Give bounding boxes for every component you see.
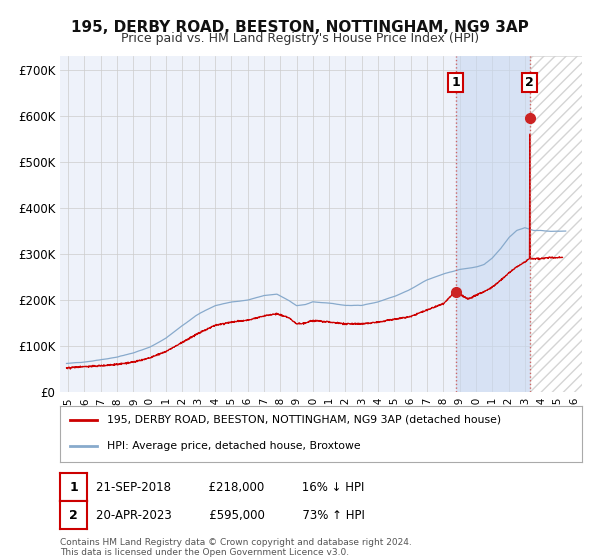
Bar — [530, 56, 582, 392]
Text: 2: 2 — [69, 508, 78, 522]
Bar — [455, 56, 530, 392]
Text: 195, DERBY ROAD, BEESTON, NOTTINGHAM, NG9 3AP: 195, DERBY ROAD, BEESTON, NOTTINGHAM, NG… — [71, 20, 529, 35]
Text: Contains HM Land Registry data © Crown copyright and database right 2024.
This d: Contains HM Land Registry data © Crown c… — [60, 538, 412, 557]
Text: 1: 1 — [69, 480, 78, 494]
Text: 2: 2 — [526, 76, 534, 89]
Text: 195, DERBY ROAD, BEESTON, NOTTINGHAM, NG9 3AP (detached house): 195, DERBY ROAD, BEESTON, NOTTINGHAM, NG… — [107, 415, 501, 425]
Bar — [530, 56, 582, 392]
Text: HPI: Average price, detached house, Broxtowe: HPI: Average price, detached house, Brox… — [107, 441, 361, 451]
Text: 21-SEP-2018          £218,000          16% ↓ HPI: 21-SEP-2018 £218,000 16% ↓ HPI — [96, 480, 364, 494]
Text: 1: 1 — [451, 76, 460, 89]
Text: 20-APR-2023          £595,000          73% ↑ HPI: 20-APR-2023 £595,000 73% ↑ HPI — [96, 508, 365, 522]
Text: Price paid vs. HM Land Registry's House Price Index (HPI): Price paid vs. HM Land Registry's House … — [121, 32, 479, 45]
